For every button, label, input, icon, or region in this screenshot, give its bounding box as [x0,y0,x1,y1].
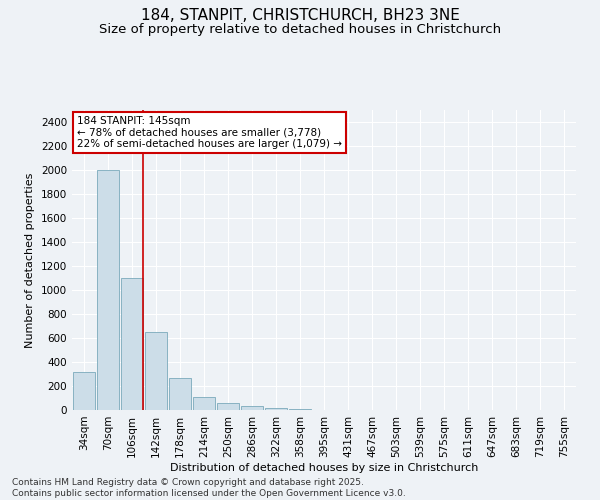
Bar [97,170,119,410]
Bar [121,278,143,410]
Bar [145,332,167,410]
Bar [241,406,263,410]
Bar [265,408,287,410]
Bar [73,372,95,410]
Text: 184, STANPIT, CHRISTCHURCH, BH23 3NE: 184, STANPIT, CHRISTCHURCH, BH23 3NE [140,8,460,22]
Bar [193,398,215,410]
Text: Contains HM Land Registry data © Crown copyright and database right 2025.
Contai: Contains HM Land Registry data © Crown c… [12,478,406,498]
Bar [169,378,191,410]
Y-axis label: Number of detached properties: Number of detached properties [25,172,35,348]
Text: Size of property relative to detached houses in Christchurch: Size of property relative to detached ho… [99,22,501,36]
Text: 184 STANPIT: 145sqm
← 78% of detached houses are smaller (3,778)
22% of semi-det: 184 STANPIT: 145sqm ← 78% of detached ho… [77,116,342,149]
X-axis label: Distribution of detached houses by size in Christchurch: Distribution of detached houses by size … [170,462,478,472]
Bar [217,404,239,410]
